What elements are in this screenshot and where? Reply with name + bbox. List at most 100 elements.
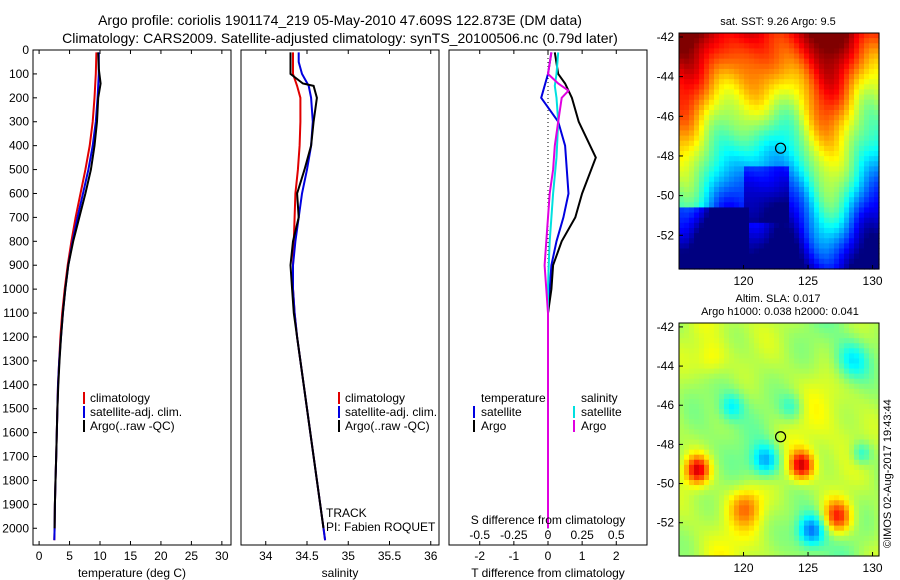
heatmap-cell — [814, 525, 820, 532]
heatmap-cell — [864, 388, 870, 395]
heatmap-cell — [689, 109, 695, 116]
heatmap-cell — [814, 227, 820, 234]
heatmap-cell — [784, 68, 790, 75]
heatmap-cell — [729, 104, 735, 111]
heatmap-cell — [709, 353, 715, 360]
heatmap-cell — [844, 89, 850, 96]
heatmap-cell — [804, 263, 810, 270]
heatmap-cell — [724, 454, 730, 461]
heatmap-cell — [724, 358, 730, 365]
heatmap-cell — [794, 424, 800, 430]
heatmap-cell — [809, 186, 815, 193]
heatmap-cell — [804, 176, 810, 183]
heatmap-cell — [799, 120, 805, 126]
heatmap-cell — [714, 243, 720, 250]
heatmap-cell — [869, 383, 875, 390]
heatmap-cell — [709, 550, 715, 557]
heatmap-cell — [769, 222, 775, 229]
heatmap-cell — [699, 79, 705, 85]
heatmap-cell — [804, 38, 810, 44]
heatmap-cell — [834, 474, 840, 481]
heatmap-cell — [734, 63, 740, 70]
heatmap-cell — [794, 404, 800, 410]
heatmap-cell — [834, 363, 840, 370]
heatmap-cell — [839, 181, 845, 188]
heatmap-cell — [734, 545, 740, 552]
heatmap-cell — [859, 227, 865, 234]
heatmap-cell — [874, 258, 880, 265]
heatmap-cell — [829, 212, 835, 219]
heatmap-cell — [729, 540, 735, 547]
heatmap-cell — [814, 43, 820, 49]
heatmap-cell — [749, 429, 755, 436]
heatmap-cell — [734, 449, 740, 456]
heatmap-cell — [859, 343, 865, 349]
heatmap-cell — [799, 125, 805, 132]
heatmap-cell — [799, 84, 805, 91]
heatmap-cell — [784, 505, 790, 512]
heatmap-cell — [859, 217, 865, 224]
heatmap-cell — [824, 176, 830, 183]
heatmap-cell — [799, 323, 805, 329]
heatmap-cell — [839, 202, 845, 209]
heatmap-cell — [734, 156, 740, 162]
heatmap-cell — [859, 358, 865, 365]
heatmap-cell — [779, 338, 785, 344]
heatmap-cell — [794, 500, 800, 506]
heatmap-cell — [804, 79, 810, 85]
heatmap-cell — [689, 363, 695, 370]
heatmap-cell — [839, 166, 845, 173]
heatmap-cell — [694, 363, 700, 370]
heatmap-cell — [699, 68, 705, 75]
heatmap-cell — [784, 510, 790, 517]
heatmap-cell — [824, 258, 830, 265]
heatmap-cell — [804, 156, 810, 162]
heatmap-cell — [689, 540, 695, 547]
heatmap-cell — [719, 545, 725, 552]
heatmap-cell — [854, 207, 860, 214]
heatmap-cell — [849, 94, 855, 101]
heatmap-cell — [739, 161, 745, 167]
heatmap-cell — [744, 192, 750, 198]
heatmap-cell — [764, 130, 770, 137]
heatmap-cell — [739, 510, 745, 517]
heatmap-cell — [824, 434, 830, 441]
heatmap-cell — [834, 120, 840, 126]
heatmap-cell — [799, 181, 805, 188]
heatmap-cell — [774, 469, 780, 476]
heatmap-cell — [809, 89, 815, 96]
heatmap-cell — [799, 238, 805, 244]
legend-label-argo: Argo(..raw -QC) — [345, 419, 430, 433]
heatmap-cell — [769, 358, 775, 365]
heatmap-cell — [709, 485, 715, 491]
heatmap-cell — [844, 424, 850, 430]
heatmap-cell — [749, 238, 755, 244]
heatmap-cell — [779, 373, 785, 380]
heatmap-cell — [854, 348, 860, 354]
heatmap-cell — [764, 505, 770, 512]
heatmap-cell — [749, 535, 755, 542]
heatmap-cell — [799, 490, 805, 496]
heatmap-cell — [774, 192, 780, 198]
heatmap-cell — [849, 151, 855, 157]
y-tick-label: 1700 — [2, 450, 29, 464]
heatmap-cell — [724, 109, 730, 116]
heatmap-cell — [874, 243, 880, 250]
heatmap-cell — [874, 89, 880, 96]
heatmap-cell — [699, 449, 705, 456]
heatmap-cell — [719, 358, 725, 365]
heatmap-cell — [834, 328, 840, 334]
heatmap-cell — [684, 186, 690, 193]
heatmap-cell — [844, 38, 850, 44]
heatmap-cell — [859, 530, 865, 537]
heatmap-cell — [849, 505, 855, 512]
heatmap-cell — [814, 469, 820, 476]
heatmap-cell — [789, 151, 795, 157]
heatmap-cell — [869, 398, 875, 405]
heatmap-cell — [679, 485, 685, 491]
heatmap-cell — [759, 166, 765, 173]
heatmap-cell — [764, 238, 770, 244]
heatmap-cell — [684, 434, 690, 441]
heatmap-cell — [754, 222, 760, 229]
heatmap-cell — [774, 485, 780, 491]
